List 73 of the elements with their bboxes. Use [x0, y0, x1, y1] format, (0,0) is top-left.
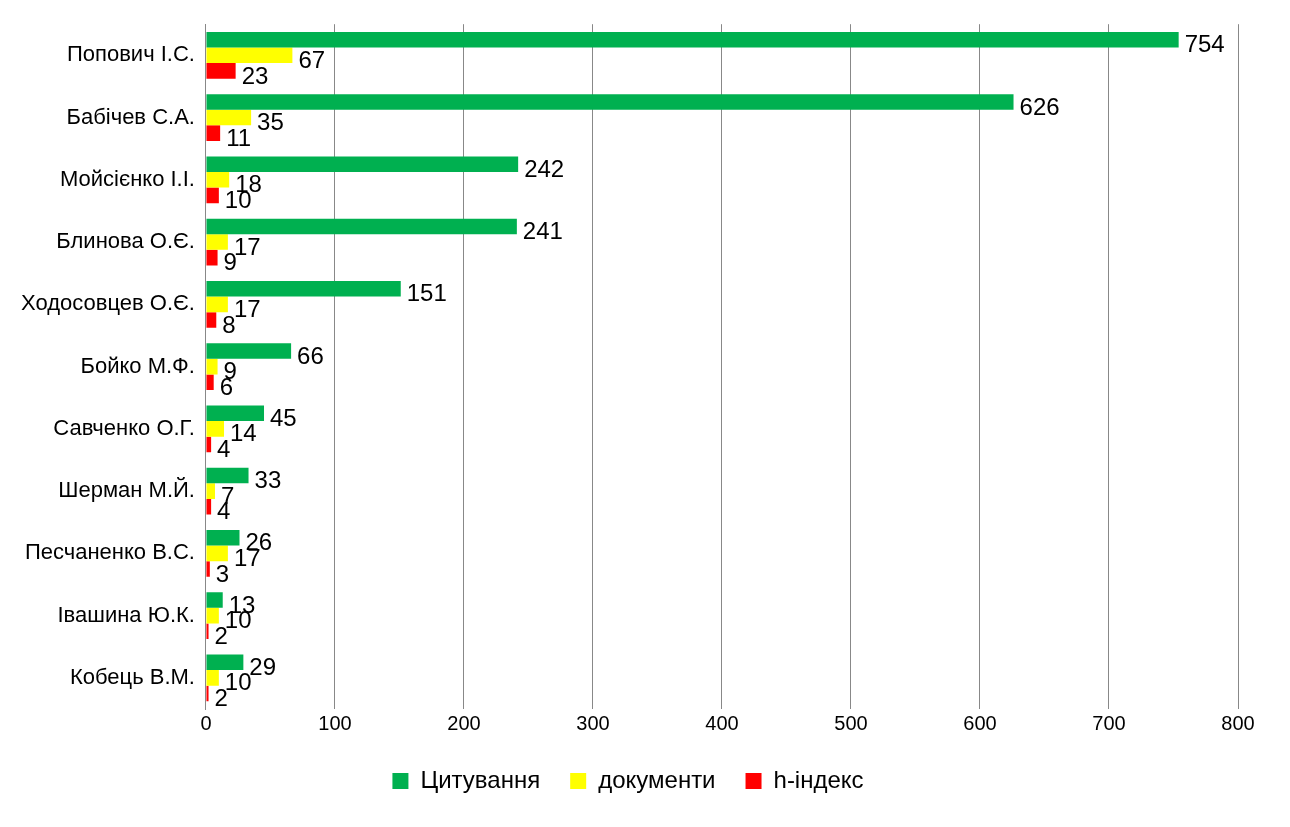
- bar: [206, 47, 293, 64]
- data-label: 35: [257, 108, 284, 136]
- legend-label: h-індекс: [773, 765, 864, 793]
- bar: [206, 436, 212, 453]
- bar: [206, 685, 209, 702]
- y-tick-label: Бабічев С.А.: [66, 103, 195, 129]
- y-tick-label: Савченко О.Г.: [53, 414, 195, 440]
- data-label: 33: [254, 466, 282, 494]
- x-tick-label: 600: [963, 711, 997, 734]
- bar: [206, 607, 219, 624]
- bar: [206, 592, 223, 608]
- x-tick-label: 200: [447, 711, 481, 734]
- y-tick-label: Попович І.С.: [66, 41, 195, 67]
- data-label: 8: [222, 310, 236, 338]
- data-label: 66: [297, 341, 324, 369]
- bar: [206, 483, 215, 499]
- bar: [206, 249, 218, 266]
- y-tick-label: Івашина Ю.К.: [57, 601, 195, 627]
- x-tick-label: 500: [834, 711, 868, 734]
- bar: [206, 312, 217, 328]
- bar: [206, 218, 517, 235]
- x-tick-label: 800: [1221, 711, 1255, 734]
- bar: [206, 561, 210, 577]
- x-tick-label: 100: [318, 711, 352, 734]
- legend-label: документи: [598, 765, 716, 793]
- data-label: 67: [298, 45, 326, 73]
- y-tick-label: Песчаненко В.С.: [24, 539, 195, 565]
- bar: [206, 670, 219, 686]
- x-tick-label: 0: [200, 711, 212, 734]
- bar: [206, 530, 240, 546]
- x-tick-label: 300: [576, 711, 610, 734]
- bar: [206, 498, 212, 515]
- bar: [206, 31, 1179, 48]
- y-tick-label: Мойсієнко І.І.: [59, 165, 195, 191]
- data-label: 17: [233, 294, 261, 322]
- y-tick-label: Бойко М.Ф.: [80, 352, 195, 378]
- data-label: 3: [215, 559, 230, 587]
- data-label: 242: [524, 154, 565, 182]
- bar: [206, 125, 221, 141]
- data-label: 45: [270, 403, 297, 431]
- data-label: 626: [1019, 92, 1060, 120]
- bar: [206, 545, 228, 562]
- bar: [206, 467, 249, 484]
- bar: [206, 358, 218, 375]
- bar: [206, 187, 219, 204]
- bar: [206, 156, 519, 173]
- legend-label: Цитування: [420, 765, 541, 793]
- bar: [206, 94, 1014, 110]
- y-tick-label: Ходосовцев О.Є.: [20, 290, 195, 316]
- y-tick-label: Кобець В.М.: [69, 663, 195, 689]
- x-tick-label: 400: [705, 711, 739, 734]
- data-label: 23: [241, 61, 269, 89]
- bar: [206, 109, 252, 126]
- bar: [206, 421, 225, 437]
- y-tick-label: Блинова О.Є.: [56, 228, 195, 254]
- bar: [206, 296, 228, 313]
- data-label: 11: [226, 123, 252, 151]
- bar: [206, 234, 228, 250]
- bar: [206, 374, 214, 390]
- bar: [206, 623, 209, 639]
- bar: [206, 172, 230, 188]
- bar: [206, 405, 265, 422]
- data-label: 151: [406, 279, 447, 307]
- bar: [206, 63, 236, 79]
- x-tick-label: 700: [1092, 711, 1126, 734]
- bar: [206, 343, 292, 359]
- data-label: 14: [230, 419, 257, 447]
- data-label: 754: [1184, 30, 1225, 58]
- data-label: 241: [522, 217, 563, 245]
- data-label: 4: [217, 435, 231, 463]
- bar: [206, 281, 401, 297]
- bar: [206, 654, 244, 671]
- y-tick-label: Шерман М.Й.: [58, 477, 195, 503]
